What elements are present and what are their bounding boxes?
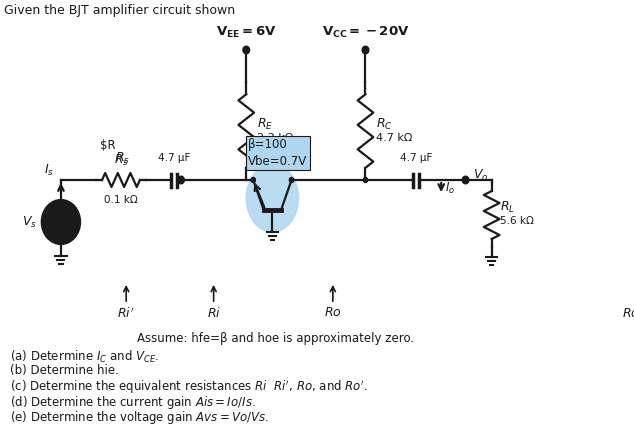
Text: (a) Determine $I_C$ and $V_{CE}$.: (a) Determine $I_C$ and $V_{CE}$.	[10, 349, 160, 365]
Text: $V_o$: $V_o$	[472, 168, 488, 183]
Circle shape	[463, 177, 469, 184]
Text: $Ro'$: $Ro'$	[621, 306, 634, 321]
Ellipse shape	[246, 164, 299, 232]
Text: $I_s$: $I_s$	[44, 163, 54, 178]
Text: $R_s$: $R_s$	[115, 151, 130, 166]
Text: $Ri$: $Ri$	[207, 306, 221, 320]
Text: (b) Determine hie.: (b) Determine hie.	[10, 364, 119, 377]
Text: 4.7 μF: 4.7 μF	[400, 153, 432, 163]
Text: $\mathbf{V_{CC}=-20V}$: $\mathbf{V_{CC}=-20V}$	[321, 25, 409, 40]
Text: $R_C$: $R_C$	[376, 117, 392, 132]
Circle shape	[42, 200, 80, 244]
Circle shape	[178, 177, 184, 184]
Text: $R_s$: $R_s$	[114, 153, 128, 168]
Text: Given the BJT amplifier circuit shown: Given the BJT amplifier circuit shown	[4, 4, 235, 17]
Circle shape	[363, 178, 368, 182]
Text: 2.2 kΩ: 2.2 kΩ	[257, 133, 293, 143]
Text: $R: $R	[100, 139, 115, 152]
Text: $R_E$: $R_E$	[257, 117, 273, 132]
Text: $V_s$: $V_s$	[22, 214, 37, 229]
Circle shape	[243, 47, 249, 54]
Circle shape	[363, 47, 368, 54]
Text: 0.1 kΩ: 0.1 kΩ	[104, 195, 138, 205]
Text: (d) Determine the current gain $Ais=Io/Is$.: (d) Determine the current gain $Ais=Io/I…	[10, 394, 256, 411]
Text: β=100
Vbe=0.7V: β=100 Vbe=0.7V	[248, 138, 307, 168]
Text: $R_L$: $R_L$	[500, 200, 515, 215]
Text: Assume: hfe=β and hoe is approximately zero.: Assume: hfe=β and hoe is approximately z…	[138, 332, 415, 345]
Text: $Ro$: $Ro$	[324, 306, 342, 319]
Text: $I_o$: $I_o$	[444, 181, 455, 196]
Text: $\mathbf{V_{EE}=6V}$: $\mathbf{V_{EE}=6V}$	[216, 25, 277, 40]
Circle shape	[289, 178, 294, 182]
Text: 4.7 μF: 4.7 μF	[158, 153, 190, 163]
Text: 4.7 kΩ: 4.7 kΩ	[376, 133, 412, 143]
Circle shape	[251, 178, 256, 182]
Text: (e) Determine the voltage gain $Avs=Vo/Vs$.: (e) Determine the voltage gain $Avs=Vo/V…	[10, 409, 270, 426]
Text: 5.6 kΩ: 5.6 kΩ	[500, 216, 534, 226]
Text: $Ri'$: $Ri'$	[117, 306, 135, 321]
Text: (c) Determine the equivalent resistances $Ri$  $Ri'$, $Ro$, and $Ro'$.: (c) Determine the equivalent resistances…	[10, 379, 368, 397]
